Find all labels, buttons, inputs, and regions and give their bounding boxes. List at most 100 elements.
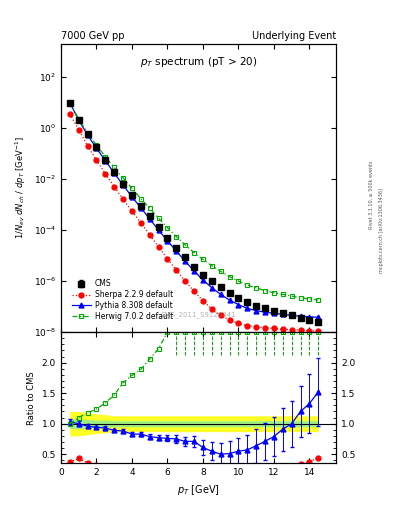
Herwig 7.0.2 default — [130, 185, 134, 191]
Pythia 8.308 default — [218, 291, 223, 297]
Herwig 7.0.2 default — [68, 100, 72, 106]
Pythia 8.308 default — [68, 99, 72, 105]
Pythia 8.308 default — [76, 117, 81, 123]
Y-axis label: $1/N_{ev}\ dN_{ch}\ /\ dp_T\ [\mathrm{GeV}^{-1}]$: $1/N_{ev}\ dN_{ch}\ /\ dp_T\ [\mathrm{Ge… — [13, 136, 28, 239]
Sherpa 2.2.9 default — [85, 143, 90, 149]
Pythia 8.308 default — [121, 182, 125, 188]
Text: Rivet 3.1.10, ≥ 500k events: Rivet 3.1.10, ≥ 500k events — [369, 160, 374, 229]
Sherpa 2.2.9 default — [218, 312, 223, 318]
Sherpa 2.2.9 default — [138, 220, 143, 226]
Herwig 7.0.2 default — [112, 164, 116, 170]
Sherpa 2.2.9 default — [121, 196, 125, 202]
Herwig 7.0.2 default — [174, 233, 179, 240]
Herwig 7.0.2 default — [156, 215, 161, 221]
Herwig 7.0.2 default — [103, 154, 108, 160]
Pythia 8.308 default — [103, 158, 108, 164]
Sherpa 2.2.9 default — [103, 170, 108, 177]
Herwig 7.0.2 default — [307, 296, 312, 302]
Pythia 8.308 default — [85, 132, 90, 138]
Sherpa 2.2.9 default — [209, 306, 214, 312]
Text: CMS_2011_S9120041: CMS_2011_S9120041 — [161, 311, 236, 318]
Herwig 7.0.2 default — [316, 297, 321, 303]
Pythia 8.308 default — [316, 314, 321, 321]
Line: Pythia 8.308 default: Pythia 8.308 default — [67, 100, 321, 320]
Pythia 8.308 default — [165, 238, 170, 244]
Herwig 7.0.2 default — [281, 291, 285, 297]
Pythia 8.308 default — [236, 302, 241, 308]
Sherpa 2.2.9 default — [272, 325, 276, 331]
Pythia 8.308 default — [174, 248, 179, 254]
Sherpa 2.2.9 default — [112, 183, 116, 189]
Line: Herwig 7.0.2 default: Herwig 7.0.2 default — [67, 100, 321, 303]
Herwig 7.0.2 default — [94, 142, 99, 148]
Pythia 8.308 default — [192, 268, 196, 274]
Herwig 7.0.2 default — [200, 257, 205, 263]
Pythia 8.308 default — [289, 312, 294, 318]
Sherpa 2.2.9 default — [254, 324, 259, 330]
Pythia 8.308 default — [254, 308, 259, 314]
Pythia 8.308 default — [281, 311, 285, 317]
Sherpa 2.2.9 default — [245, 323, 250, 329]
Pythia 8.308 default — [156, 227, 161, 233]
Herwig 7.0.2 default — [245, 282, 250, 288]
Herwig 7.0.2 default — [147, 205, 152, 211]
Pythia 8.308 default — [130, 194, 134, 200]
Herwig 7.0.2 default — [263, 288, 267, 294]
Sherpa 2.2.9 default — [200, 297, 205, 304]
Line: Sherpa 2.2.9 default: Sherpa 2.2.9 default — [67, 112, 321, 333]
Y-axis label: Ratio to CMS: Ratio to CMS — [27, 371, 36, 424]
Pythia 8.308 default — [138, 205, 143, 211]
Sherpa 2.2.9 default — [130, 208, 134, 214]
Pythia 8.308 default — [227, 297, 232, 303]
Herwig 7.0.2 default — [138, 196, 143, 202]
Pythia 8.308 default — [94, 145, 99, 151]
Sherpa 2.2.9 default — [76, 126, 81, 133]
Herwig 7.0.2 default — [85, 130, 90, 136]
Herwig 7.0.2 default — [236, 278, 241, 284]
Herwig 7.0.2 default — [209, 263, 214, 269]
Sherpa 2.2.9 default — [156, 244, 161, 250]
Herwig 7.0.2 default — [121, 175, 125, 181]
Herwig 7.0.2 default — [254, 285, 259, 291]
Sherpa 2.2.9 default — [281, 326, 285, 332]
Sherpa 2.2.9 default — [147, 232, 152, 238]
Text: Underlying Event: Underlying Event — [252, 31, 336, 41]
Herwig 7.0.2 default — [76, 116, 81, 122]
Herwig 7.0.2 default — [183, 242, 187, 248]
Pythia 8.308 default — [147, 216, 152, 222]
X-axis label: $p_T$ [GeV]: $p_T$ [GeV] — [177, 483, 220, 497]
Pythia 8.308 default — [272, 310, 276, 316]
Sherpa 2.2.9 default — [236, 321, 241, 327]
Sherpa 2.2.9 default — [298, 327, 303, 333]
Herwig 7.0.2 default — [227, 273, 232, 280]
Text: 7000 GeV pp: 7000 GeV pp — [61, 31, 125, 41]
Herwig 7.0.2 default — [298, 295, 303, 301]
Pythia 8.308 default — [183, 258, 187, 264]
Sherpa 2.2.9 default — [192, 288, 196, 294]
Herwig 7.0.2 default — [218, 268, 223, 274]
Herwig 7.0.2 default — [289, 293, 294, 299]
Pythia 8.308 default — [307, 314, 312, 320]
Sherpa 2.2.9 default — [227, 317, 232, 323]
Sherpa 2.2.9 default — [165, 255, 170, 262]
Herwig 7.0.2 default — [165, 224, 170, 230]
Pythia 8.308 default — [245, 305, 250, 311]
Pythia 8.308 default — [112, 170, 116, 176]
Text: mcplots.cern.ch [arXiv:1306.3436]: mcplots.cern.ch [arXiv:1306.3436] — [379, 188, 384, 273]
Herwig 7.0.2 default — [272, 290, 276, 296]
Sherpa 2.2.9 default — [307, 328, 312, 334]
Text: $p_T$ spectrum (pT > 20): $p_T$ spectrum (pT > 20) — [140, 55, 257, 69]
Sherpa 2.2.9 default — [94, 157, 99, 163]
Herwig 7.0.2 default — [192, 249, 196, 255]
Sherpa 2.2.9 default — [289, 327, 294, 333]
Sherpa 2.2.9 default — [263, 325, 267, 331]
Sherpa 2.2.9 default — [68, 111, 72, 117]
Legend: CMS, Sherpa 2.2.9 default, Pythia 8.308 default, Herwig 7.0.2 default: CMS, Sherpa 2.2.9 default, Pythia 8.308 … — [70, 278, 174, 323]
Sherpa 2.2.9 default — [174, 267, 179, 273]
Pythia 8.308 default — [263, 309, 267, 315]
Pythia 8.308 default — [200, 277, 205, 283]
Sherpa 2.2.9 default — [316, 328, 321, 334]
Pythia 8.308 default — [298, 313, 303, 319]
Sherpa 2.2.9 default — [183, 278, 187, 284]
Pythia 8.308 default — [209, 285, 214, 291]
